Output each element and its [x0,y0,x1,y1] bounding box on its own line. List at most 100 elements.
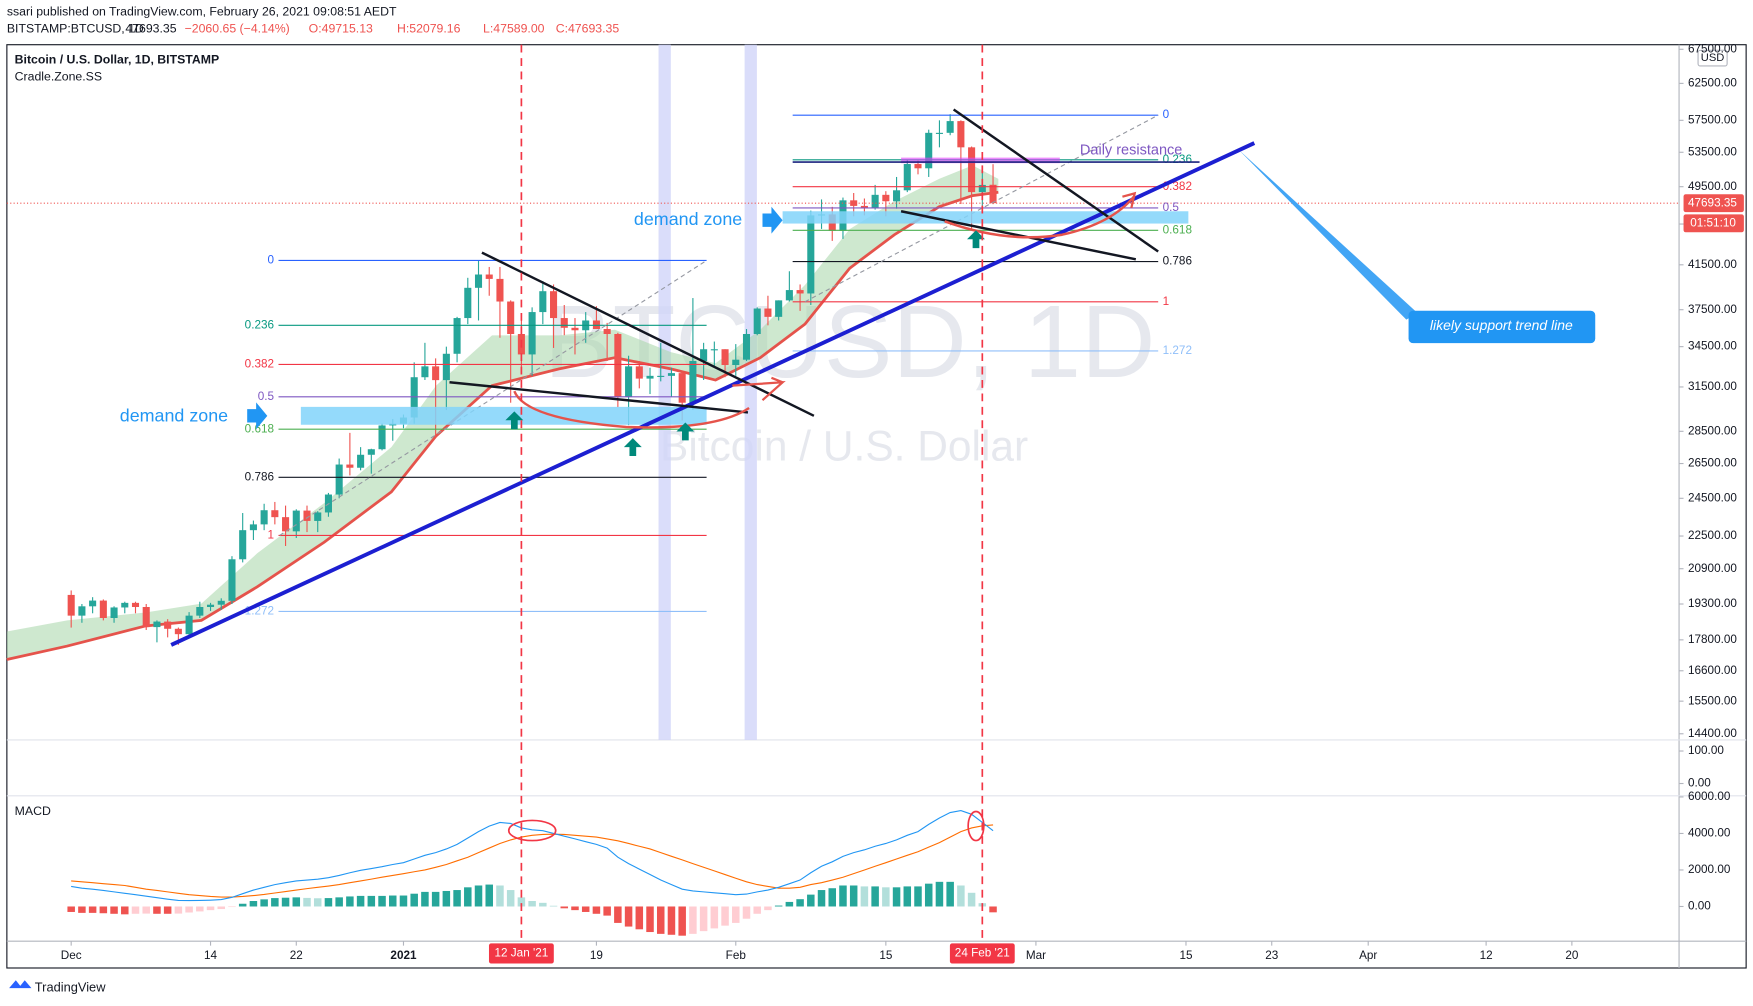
macd-histogram-bar [356,895,365,907]
macd-histogram-bar [946,881,954,907]
candle-body [453,318,461,354]
candle-body [196,607,204,616]
wedge-line [481,251,815,417]
last: 47693.35 [125,21,176,35]
fib-label: 0.618 [245,422,275,435]
candle-body [678,373,686,403]
highlight-band [744,44,757,740]
macd-signal-line [71,824,994,898]
macd-histogram-bar [732,906,740,923]
macd-histogram-bar [271,898,279,907]
candle-body [239,530,247,560]
macd-histogram-bar [174,906,183,914]
candle-body [603,329,611,334]
up-arrow [967,230,985,249]
candle-body [228,559,236,601]
candle-body [925,132,933,169]
change: −2060.65 (−4.14%) [185,21,290,35]
y-tick-label: 2000.00 [1688,863,1731,876]
curve [513,390,750,429]
macd-histogram-bar [957,885,965,907]
fib-label: 0.786 [245,470,274,483]
candle-body [206,604,215,608]
macd-histogram-bar [807,894,815,907]
candle-body [335,464,343,495]
macd-histogram-bar [88,906,97,913]
macd-histogram-bar [346,896,354,907]
y-tick-label: 57500.00 [1688,113,1737,126]
macd-histogram-bar [882,887,890,907]
brand: TradingView [35,980,106,995]
macd-histogram-bar [421,891,429,907]
candle-body [507,301,515,334]
watermark: BTCUSD, 1D [544,284,1155,399]
macd-histogram-bar [646,906,654,933]
up-arrow [505,411,524,430]
y-tick-label: 14400.00 [1688,727,1737,740]
macd-histogram-bar [796,899,804,907]
candle-body [99,600,107,619]
y-tick-label: 100.00 [1688,744,1724,757]
candle-body [742,333,751,360]
macd-histogram-bar [914,886,922,907]
macd-histogram-bar [860,886,869,907]
wedge-line [449,381,749,414]
macd-histogram-bar [967,892,976,907]
candle-body [271,510,279,518]
y-tick-label: 17800.00 [1688,633,1737,646]
x-tick-label: 2021 [390,949,417,962]
close: C:47693.35 [556,21,620,35]
fib-label: 1.272 [245,605,274,618]
last-price-label: 47693.35 [1688,196,1737,209]
candle-body [464,287,472,319]
curve-arrow [732,376,786,401]
candle-body [432,366,440,381]
macd-histogram-bar [774,905,783,907]
macd-histogram-bar [624,906,633,927]
candle-body [550,291,558,319]
y-tick-label: 0.00 [1688,900,1711,913]
y-tick-label: 28500.00 [1688,424,1737,437]
macd-histogram-bar [313,898,322,907]
macd-histogram-bar [260,899,268,907]
macd-histogram-bar [121,906,129,915]
macd-histogram-bar [656,906,665,934]
macd-histogram-bar [464,887,472,907]
macd-histogram-bar [721,906,729,926]
macd-histogram-bar [335,897,343,907]
macd-histogram-bar [249,901,258,907]
x-tick-label: Feb [726,949,747,962]
candle-body [614,333,622,397]
candle-body [292,510,300,532]
candle-body [142,607,150,628]
y-tick-label: 62500.00 [1688,76,1737,89]
watermark-sub: Bitcoin / U.S. Dollar [660,423,1028,470]
wedge-line [952,108,1159,253]
countdown-tag [1683,214,1744,233]
macd-histogram-bar [560,906,569,909]
candle-body [935,132,943,134]
macd-histogram-bar [163,906,172,914]
candle-body [785,290,793,301]
candle-body [657,375,665,377]
macd-histogram-bar [496,885,504,907]
resistance-zone [901,157,1060,164]
macd-histogram-bar [142,906,150,914]
cross-circle [967,810,985,842]
x-tick-label: 14 [204,949,218,962]
candle-body [303,510,311,521]
macd-histogram-bar [581,906,590,912]
candle-body [89,600,97,607]
demand-zone [782,211,1189,224]
candle-body [775,300,783,317]
y-tick-label: 49500.00 [1688,180,1737,193]
macd-histogram-bar [764,906,772,911]
fib-label: 1 [1163,295,1170,308]
marks [6,114,1680,936]
y-tick-label: 6000.00 [1688,790,1731,803]
x-tick-label: Apr [1359,949,1377,962]
macd-histogram-bar [67,906,75,912]
candle-body [571,327,579,331]
macd-histogram-bar [474,885,483,907]
